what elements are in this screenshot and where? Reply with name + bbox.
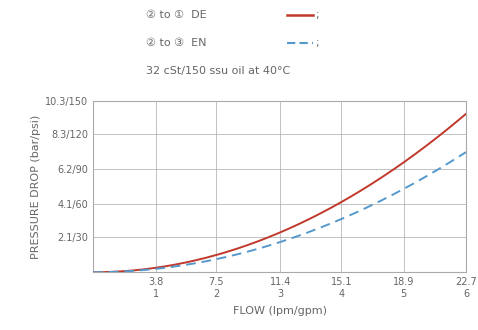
Y-axis label: PRESSURE DROP (bar/psi): PRESSURE DROP (bar/psi)	[31, 114, 41, 259]
Text: ② to ①  DE: ② to ① DE	[146, 10, 213, 20]
Text: ② to ③  EN: ② to ③ EN	[146, 38, 213, 48]
Text: ;: ;	[315, 38, 319, 48]
Text: ;: ;	[315, 10, 319, 20]
Text: 32 cSt/150 ssu oil at 40°C: 32 cSt/150 ssu oil at 40°C	[146, 66, 290, 76]
X-axis label: FLOW (lpm/gpm): FLOW (lpm/gpm)	[233, 306, 326, 316]
